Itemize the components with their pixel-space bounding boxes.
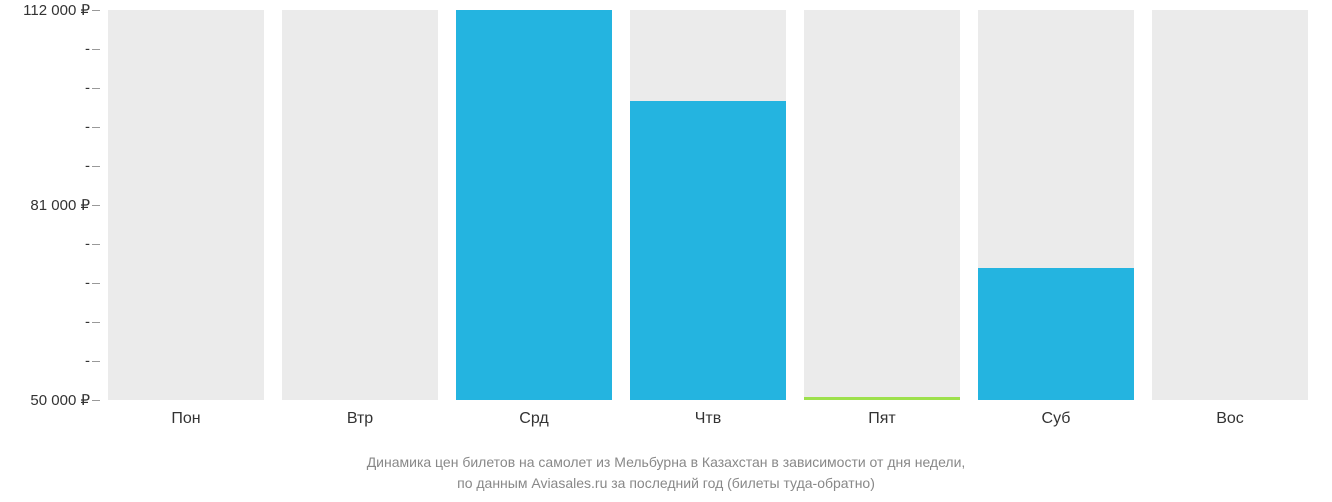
- y-axis-minor-tick: [92, 49, 100, 50]
- bar-slot: [978, 10, 1134, 400]
- bar-value: [630, 101, 786, 400]
- y-axis-minor-label: -: [85, 158, 90, 175]
- y-axis-label: 50 000 ₽: [30, 391, 90, 409]
- y-axis: 112 000 ₽81 000 ₽50 000 ₽--------: [0, 0, 100, 400]
- x-axis-label: Чтв: [630, 410, 786, 428]
- x-axis-label: Вос: [1152, 410, 1308, 428]
- bar-value: [456, 10, 612, 400]
- bar-value: [978, 268, 1134, 400]
- y-axis-tick: [92, 400, 100, 401]
- y-axis-minor-tick: [92, 283, 100, 284]
- x-axis-label: Срд: [456, 410, 612, 428]
- bar-slot: [1152, 10, 1308, 400]
- y-axis-minor-tick: [92, 127, 100, 128]
- y-axis-minor-label: -: [85, 80, 90, 97]
- x-axis: Пон Втр Срд Чтв Пят Суб Вос: [108, 410, 1312, 440]
- x-axis-label: Суб: [978, 410, 1134, 428]
- bar-slot: [804, 10, 960, 400]
- y-axis-minor-tick: [92, 88, 100, 89]
- bar-slot: [282, 10, 438, 400]
- y-axis-minor-tick: [92, 244, 100, 245]
- caption-line2: по данным Aviasales.ru за последний год …: [0, 473, 1332, 494]
- bar-slot: [630, 10, 786, 400]
- plot-area: [108, 10, 1312, 400]
- bar-slot: [108, 10, 264, 400]
- y-axis-label: 112 000 ₽: [23, 1, 90, 19]
- y-axis-minor-label: -: [85, 41, 90, 58]
- x-axis-label: Втр: [282, 410, 438, 428]
- bar-value: [804, 397, 960, 400]
- y-axis-minor-tick: [92, 361, 100, 362]
- y-axis-minor-tick: [92, 166, 100, 167]
- bar-slot: [456, 10, 612, 400]
- x-axis-label: Пят: [804, 410, 960, 428]
- y-axis-tick: [92, 205, 100, 206]
- price-chart: 112 000 ₽ 81 000 ₽ 50 000 ₽ - - - - - - - - Пон Втр…: [0, 0, 1332, 502]
- x-axis-label: Пон: [108, 410, 264, 428]
- bar-background: [1152, 10, 1308, 400]
- y-axis-minor-label: -: [85, 236, 90, 253]
- bar-background: [804, 10, 960, 400]
- bar-background: [282, 10, 438, 400]
- y-axis-minor-tick: [92, 322, 100, 323]
- bar-background: [108, 10, 264, 400]
- chart-caption: Динамика цен билетов на самолет из Мельб…: [0, 452, 1332, 494]
- caption-line1: Динамика цен билетов на самолет из Мельб…: [0, 452, 1332, 473]
- y-axis-minor-label: -: [85, 275, 90, 292]
- y-axis-minor-label: -: [85, 353, 90, 370]
- y-axis-label: 81 000 ₽: [30, 196, 90, 214]
- y-axis-minor-label: -: [85, 119, 90, 136]
- y-axis-minor-label: -: [85, 314, 90, 331]
- y-axis-tick: [92, 10, 100, 11]
